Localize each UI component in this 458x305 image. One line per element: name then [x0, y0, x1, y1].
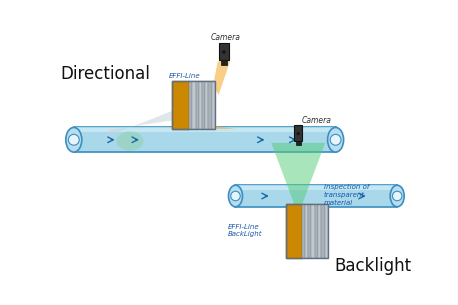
Bar: [285, 204, 328, 258]
Polygon shape: [103, 110, 179, 138]
Polygon shape: [74, 127, 336, 132]
Bar: [294, 125, 302, 141]
Bar: [315, 204, 318, 258]
Text: EFFI-Line: EFFI-Line: [169, 73, 200, 79]
Polygon shape: [183, 122, 235, 129]
Circle shape: [222, 50, 226, 54]
Bar: [196, 81, 199, 129]
Polygon shape: [213, 61, 230, 95]
Bar: [325, 204, 328, 258]
Bar: [212, 81, 215, 129]
Text: Camera: Camera: [302, 116, 332, 125]
Bar: [172, 81, 189, 129]
Text: Camera: Camera: [211, 34, 241, 42]
Polygon shape: [235, 185, 397, 207]
Circle shape: [68, 135, 79, 145]
Circle shape: [330, 135, 341, 145]
Circle shape: [393, 191, 402, 201]
Circle shape: [296, 132, 300, 135]
Bar: [305, 204, 308, 258]
Polygon shape: [271, 143, 325, 204]
Text: Directional: Directional: [61, 65, 151, 83]
Ellipse shape: [327, 127, 344, 152]
Bar: [205, 81, 208, 129]
Text: Inspection of
transparent
material: Inspection of transparent material: [324, 184, 370, 206]
Bar: [202, 81, 205, 129]
Bar: [308, 204, 311, 258]
Bar: [189, 81, 192, 129]
Polygon shape: [235, 185, 397, 189]
Bar: [172, 81, 215, 129]
Bar: [302, 204, 305, 258]
Bar: [322, 204, 325, 258]
Bar: [285, 204, 302, 258]
Text: Backlight: Backlight: [334, 257, 411, 275]
Bar: [296, 141, 301, 145]
Bar: [311, 204, 315, 258]
Circle shape: [231, 191, 240, 201]
Polygon shape: [74, 127, 336, 152]
Ellipse shape: [390, 185, 404, 207]
Text: EFFI-Line
BackLight: EFFI-Line BackLight: [228, 224, 262, 237]
Bar: [219, 43, 229, 60]
Bar: [208, 81, 212, 129]
Bar: [199, 81, 202, 129]
Ellipse shape: [116, 131, 143, 151]
Ellipse shape: [229, 185, 242, 207]
Bar: [192, 81, 196, 129]
Ellipse shape: [66, 127, 82, 152]
Bar: [318, 204, 322, 258]
Bar: [221, 60, 227, 65]
